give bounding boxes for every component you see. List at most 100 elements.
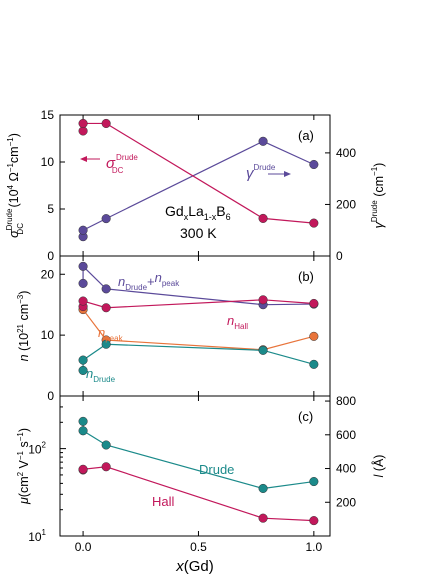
gamma-series-point bbox=[258, 136, 268, 146]
label-part: B bbox=[216, 203, 225, 219]
label-part: peak bbox=[162, 279, 180, 288]
y-tick-label: 5 bbox=[47, 202, 54, 216]
x-tick-label: 0.5 bbox=[190, 540, 207, 554]
label-part: Drude bbox=[125, 283, 147, 292]
y2-axis-label-a: γDrude (cm−1) bbox=[370, 163, 386, 229]
label-part: 6 bbox=[226, 212, 231, 222]
y2-tick-label: 0 bbox=[336, 249, 343, 263]
mu-hall-label: Hall bbox=[152, 494, 175, 509]
label-part: Drude bbox=[254, 163, 276, 172]
formula-note: GdxLa1-xB6 bbox=[165, 203, 231, 222]
y-axis-label-c: μ(cm2 V−1 s−1) bbox=[16, 428, 31, 505]
label-part: x bbox=[175, 558, 184, 575]
x-axis: 0.0 0.5 1.0 x(Gd) bbox=[75, 540, 323, 575]
panel-c-frame bbox=[59, 395, 331, 537]
label-part: s bbox=[17, 441, 31, 451]
label-part: n bbox=[98, 325, 105, 340]
label-part: Gd bbox=[165, 203, 184, 219]
n-drude-peak-series-point bbox=[78, 278, 88, 288]
label-part: −1 bbox=[6, 137, 15, 147]
n-drude-series-line bbox=[82, 343, 315, 371]
y-axis-label-a: σDrude DC (104 Ω−1cm−1) bbox=[5, 133, 25, 238]
x-tick-label: 0.0 bbox=[75, 540, 92, 554]
label-part: ) bbox=[372, 163, 386, 167]
y2-tick-label: 200 bbox=[336, 197, 356, 211]
n-drude-series-point bbox=[309, 359, 319, 369]
y2-tick-label: 400 bbox=[336, 146, 356, 160]
n-hall-series-point bbox=[309, 298, 319, 309]
n-peak-series-line bbox=[82, 309, 314, 351]
panel-label-c: (c) bbox=[298, 409, 313, 424]
label-part: 10 bbox=[28, 530, 42, 544]
n-peak-label: npeak bbox=[98, 325, 124, 343]
panel-label-b: (b) bbox=[298, 269, 314, 284]
y-tick-label: 0 bbox=[47, 249, 54, 263]
mu-hall-series-point bbox=[309, 516, 319, 526]
n-drude-series-point bbox=[78, 365, 88, 375]
n-peak-series-point bbox=[309, 331, 319, 341]
label-part: −1 bbox=[370, 166, 379, 176]
label-part: n bbox=[86, 366, 93, 381]
mu-drude-series-point bbox=[101, 440, 111, 450]
n-drude-series-point bbox=[258, 345, 268, 355]
mu-drude-series-point bbox=[78, 426, 88, 436]
mu-drude-series-point bbox=[78, 416, 88, 426]
label-part: n bbox=[17, 354, 31, 361]
n-drude-peak-series-point bbox=[78, 261, 88, 271]
gamma-arrowhead bbox=[284, 171, 291, 177]
label-part: −3 bbox=[16, 294, 25, 304]
label-part: 1-x bbox=[204, 212, 217, 222]
label-part: 1 bbox=[42, 528, 47, 537]
sigma-series-point bbox=[309, 218, 319, 228]
mu-drude-label: Drude bbox=[199, 462, 234, 477]
label-part: σ bbox=[106, 155, 116, 172]
label-part: x bbox=[184, 212, 189, 222]
mu-hall-series-point bbox=[78, 464, 88, 474]
sigma-series-point bbox=[258, 213, 268, 223]
y-axis-label-b: n (1021 cm−3) bbox=[16, 291, 31, 362]
mu-hall-series-point bbox=[258, 513, 268, 523]
gamma-label: γDrude bbox=[246, 163, 276, 182]
label-part: n bbox=[118, 274, 125, 289]
label-part: Drude bbox=[5, 208, 14, 230]
gamma-series-point bbox=[309, 159, 319, 170]
panel-label-a: (a) bbox=[298, 128, 314, 143]
label-part: (10 bbox=[17, 333, 31, 355]
y-tick-label: 15 bbox=[41, 108, 55, 122]
label-part: −1 bbox=[6, 163, 15, 173]
label-part: γ bbox=[246, 165, 255, 182]
y2-axis-label-c: l (Å) bbox=[371, 455, 386, 478]
n-hall-series-point bbox=[101, 303, 111, 313]
label-part: Ω bbox=[7, 172, 21, 185]
sigma-label: σDrude DC bbox=[106, 153, 138, 175]
x-tick-label: 1.0 bbox=[306, 540, 323, 554]
label-part: 21 bbox=[16, 323, 25, 332]
label-part: 10 bbox=[28, 443, 42, 457]
label-part: Drude bbox=[116, 153, 138, 162]
y-tick-label: 10 bbox=[41, 155, 55, 169]
label-part: 2 bbox=[42, 441, 47, 450]
n-hall-series-line bbox=[82, 299, 314, 309]
temperature-note: 300 K bbox=[180, 225, 217, 241]
label-part: 2 bbox=[16, 471, 25, 476]
mu-drude-series-point bbox=[309, 476, 319, 487]
y2-tick-label: 200 bbox=[336, 495, 356, 509]
y2-tick-label: 800 bbox=[336, 394, 356, 408]
log-tick-label: 101 bbox=[28, 528, 46, 544]
label-part: DC bbox=[112, 166, 124, 175]
label-part: V bbox=[17, 459, 31, 471]
y-tick-label: 0 bbox=[47, 389, 54, 403]
label-part: γ bbox=[372, 221, 386, 228]
label-part: n bbox=[155, 270, 162, 285]
label-part: DC bbox=[16, 223, 25, 235]
label-part: (Gd) bbox=[184, 558, 214, 575]
mu-drude-series-line bbox=[82, 421, 314, 490]
label-part: −1 bbox=[16, 432, 25, 442]
n-drude-peak-series-point bbox=[101, 284, 111, 294]
y-tick-label: 10 bbox=[41, 328, 55, 342]
label-part: ) bbox=[7, 133, 21, 137]
label-part: σ bbox=[7, 230, 21, 238]
